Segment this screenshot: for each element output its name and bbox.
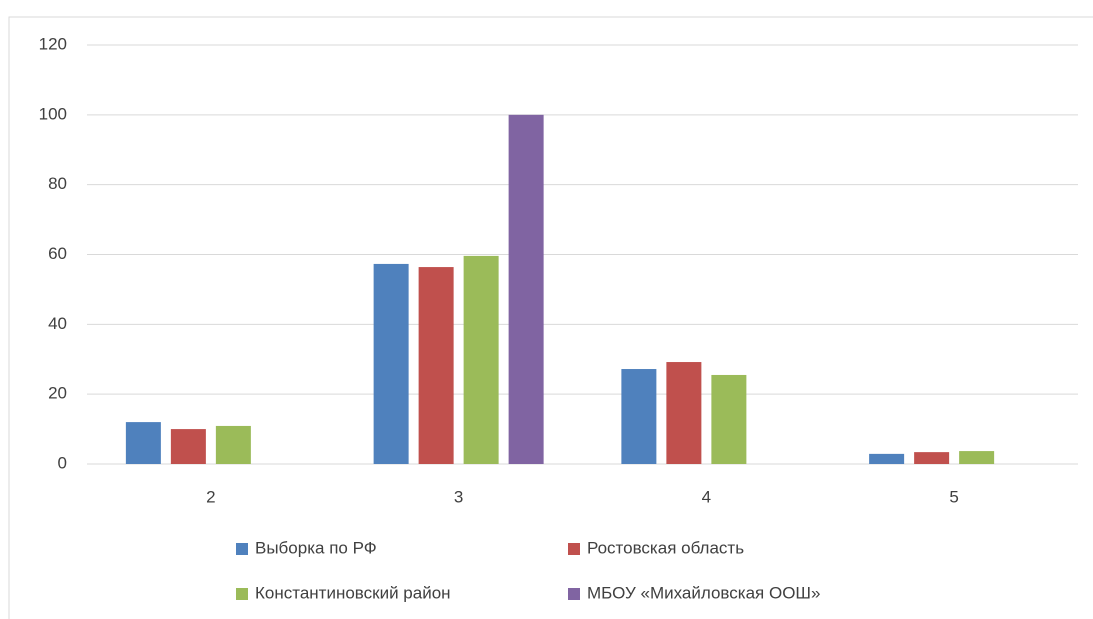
legend-swatch <box>568 543 580 555</box>
bar <box>621 369 657 464</box>
x-tick-label: 4 <box>702 487 711 506</box>
x-tick-label: 3 <box>454 487 463 506</box>
bar <box>869 453 905 464</box>
y-tick-label: 20 <box>48 384 67 403</box>
legend-label: Константиновский район <box>255 583 451 602</box>
x-tick-label: 2 <box>206 487 215 506</box>
y-tick-label: 0 <box>58 453 67 472</box>
x-tick-label: 5 <box>949 487 958 506</box>
bar <box>711 374 747 464</box>
legend-label: МБОУ «Михайловская ООШ» <box>587 583 820 602</box>
bar <box>170 429 206 464</box>
bar <box>463 255 499 464</box>
y-tick-label: 120 <box>39 34 67 53</box>
y-tick-label: 60 <box>48 244 67 263</box>
bar <box>959 451 995 464</box>
bar <box>215 425 251 464</box>
y-tick-label: 80 <box>48 174 67 193</box>
legend-label: Ростовская область <box>587 538 744 557</box>
y-tick-label: 100 <box>39 104 67 123</box>
y-tick-label: 40 <box>48 314 67 333</box>
legend-swatch <box>236 543 248 555</box>
bar <box>418 267 454 464</box>
bar <box>508 114 544 464</box>
chart-frame <box>8 16 1093 619</box>
bar <box>125 422 161 464</box>
legend-swatch <box>236 588 248 600</box>
bar <box>914 452 950 464</box>
bar <box>666 362 702 464</box>
bar <box>373 263 409 464</box>
legend-label: Выборка по РФ <box>255 538 377 557</box>
legend-swatch <box>568 588 580 600</box>
